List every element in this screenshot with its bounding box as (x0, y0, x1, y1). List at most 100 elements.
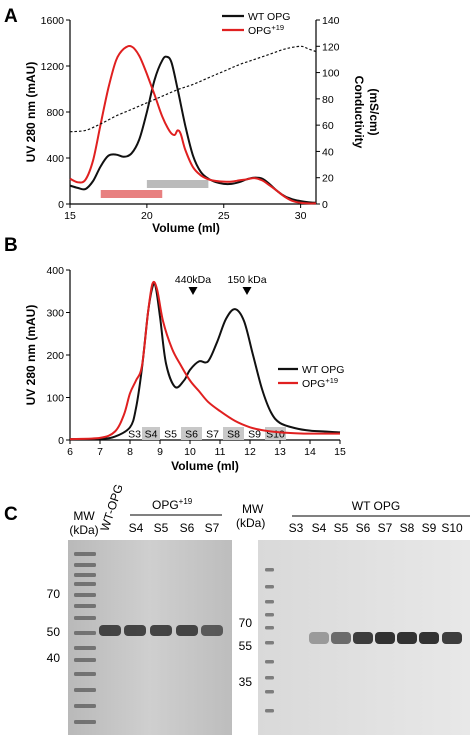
chart-b-series (69, 280, 341, 441)
gel-right-mw-label: MW (242, 502, 264, 516)
gel-right-lane-label: S10 (441, 521, 463, 535)
chart-b-y-tick-label: 0 (58, 435, 64, 447)
gel-left-ladder-band (74, 616, 96, 620)
gel-right-band (419, 632, 439, 644)
gel-right-marker-70: 70 (239, 616, 253, 630)
gel-right-lane-label: S7 (378, 521, 393, 535)
chart-b-marker-label: 440kDa (175, 274, 211, 286)
gel-right-band (397, 632, 417, 644)
gel-left-band (150, 625, 172, 636)
chart-b-x-tick-label: 14 (304, 446, 316, 458)
gel-left-lane-label: S4 (129, 521, 144, 535)
chart-a-y-tick-label: 800 (46, 107, 64, 119)
legend-b-wt-label: WT OPG (302, 364, 344, 376)
chart-b: S3 S4 S5 S6 S7 S8 S9 S10 6 7 8 9 10 11 12 13 14 15010020… (24, 265, 346, 473)
chart-a-x-label: Volume (ml) (152, 221, 220, 235)
chart-a-y2-tick-label: 140 (322, 15, 340, 27)
chart-b-fraction-label: S4 (145, 429, 158, 441)
chart-b-marker-arrow (188, 287, 198, 295)
chart-b-x-tick-label: 11 (215, 446, 226, 458)
chart-a-y2-tick-label: 60 (322, 120, 334, 132)
gel-right-lane-label: S6 (356, 521, 371, 535)
chart-a-y-tick-label: 400 (46, 153, 64, 165)
chart-a-x-tick-label: 25 (218, 210, 230, 222)
gel-left-ladder-band (74, 672, 96, 676)
gel-left-lane-labels: S4 S5 S6 S7 (129, 521, 220, 535)
gel-left-ladder-band (74, 704, 96, 708)
gel-left-ladder-band (74, 646, 96, 650)
gel-right-lane-label: S5 (334, 521, 349, 535)
chart-a-series-line (69, 45, 317, 205)
gel-right-band (375, 632, 395, 644)
gel-left-mw-label: MW (73, 509, 95, 523)
gel-left-lane-label: S5 (154, 521, 169, 535)
gel-right-ladder-band (265, 626, 274, 630)
chart-b-y-tick-label: 300 (46, 308, 64, 320)
gel-left-ladder-band (74, 552, 96, 556)
gel-left-marker-40: 40 (47, 651, 61, 665)
chart-b-x-tick-label: 10 (184, 446, 196, 458)
chart-a-fraction-bar (146, 180, 209, 188)
chart-a-ticks: 15 20 25 30 0 400 800 1200 1600 0 20 40 60 80 100 120 14… (41, 15, 340, 222)
chart-a-y2-tick-label: 120 (322, 41, 340, 53)
chart-a-y-label: UV 280 nm (mAU) (24, 62, 38, 163)
gel-right-ladder-band (265, 585, 274, 589)
chart-a-x-tick-label: 30 (295, 210, 307, 222)
gel-left-band (124, 625, 146, 636)
gel-right-ladder-band (265, 641, 274, 645)
chart-a-y-tick-label: 1600 (41, 15, 65, 27)
chart-a-x-tick-label: 20 (141, 210, 153, 222)
gel-left-ladder-band (74, 720, 96, 724)
chart-b-markers: 440kDa 150 kDa (175, 274, 267, 295)
gel-right-band (309, 632, 329, 644)
gel-right-band (353, 632, 373, 644)
panel-c-letter: C (4, 504, 18, 525)
gel-right-ladder-band (265, 660, 274, 664)
chart-a-series-line (69, 45, 317, 133)
gel-right-ladder-band (265, 690, 274, 694)
chart-a-y-tick-label: 0 (58, 199, 64, 211)
chart-b-fractions: S3 S4 S5 S6 S7 S8 S9 S10 (128, 427, 286, 441)
chart-b-fraction-shade (265, 427, 286, 440)
gel-right-ladder-band (265, 676, 274, 680)
chart-b-fraction-shade (223, 427, 244, 440)
gel-left-group-label: OPG+19 (152, 497, 193, 512)
chart-a: 15 20 25 30 0 400 800 1200 1600 0 20 40 60 80 100 120 14… (24, 11, 381, 235)
gel-left-mw-unit: (kDa) (69, 523, 98, 537)
chart-b-x-tick-label: 6 (67, 446, 73, 458)
chart-a-y2-label-line1: Conductivity (352, 76, 366, 149)
gel-right-ladder (265, 568, 274, 713)
gel-left-ladder-band (74, 604, 96, 608)
chart-a-fraction-bars (100, 180, 209, 198)
gel-left-ladder-band (74, 573, 96, 577)
chart-b-fraction-shade (142, 427, 160, 440)
chart-b-y-tick-label: 400 (46, 265, 64, 277)
gel-right-marker-55: 55 (239, 639, 253, 653)
chart-b-x-tick-label: 12 (244, 446, 256, 458)
chart-b-fraction-label: S5 (164, 429, 177, 441)
chart-b-x-tick-label: 15 (334, 446, 346, 458)
gel-right-group-label: WT OPG (352, 499, 400, 513)
chart-a-y2-tick-label: 20 (322, 173, 334, 185)
gel-right-lane-label: S8 (400, 521, 415, 535)
chart-b-marker-arrow (242, 287, 252, 295)
chart-b-series-line (69, 280, 341, 441)
gel-right-lane-label: S4 (312, 521, 327, 535)
gel-left-marker-70: 70 (47, 587, 61, 601)
gel-right-ladder-band (265, 613, 274, 617)
chart-b-marker-label: 150 kDa (227, 274, 266, 286)
chart-b-fraction-shade (181, 427, 202, 440)
gel-right-lane-labels: S3 S4 S5 S6 S7 S8 S9 S10 (289, 521, 463, 535)
gel-left-image (68, 540, 232, 735)
gel-right-ladder-band (265, 709, 274, 713)
legend-a-wt-label: WT OPG (248, 11, 290, 23)
gel-left-ladder-band (74, 593, 96, 597)
gel-right-lane-label: S3 (289, 521, 304, 535)
gel-left-lane-label: S7 (205, 521, 220, 535)
chart-b-fraction-label: S6 (185, 429, 198, 441)
gel-left-marker-50: 50 (47, 625, 61, 639)
gel-left-bands (99, 625, 223, 636)
chart-a-y2-tick-label: 40 (322, 146, 334, 158)
chart-b-x-tick-label: 13 (274, 446, 286, 458)
